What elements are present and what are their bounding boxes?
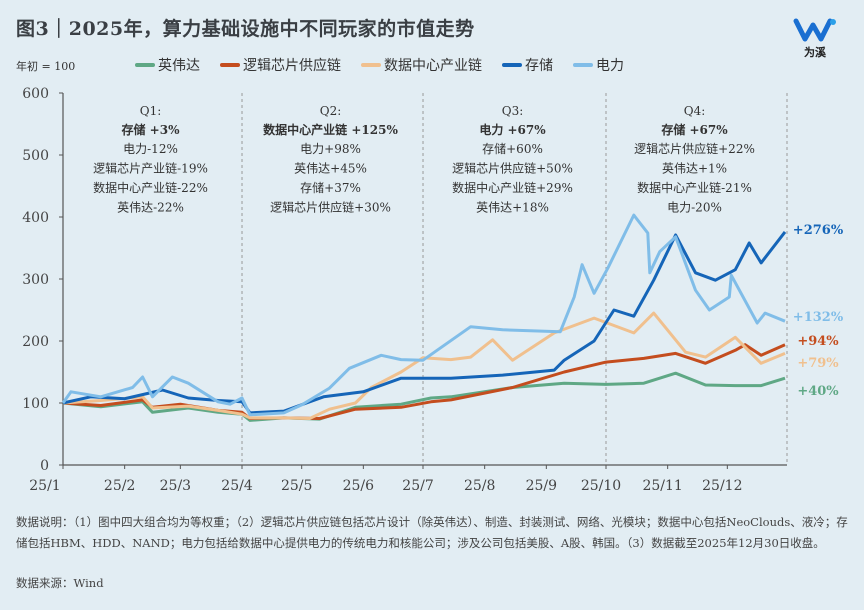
legend-label: 电力	[596, 58, 624, 74]
series-line-电力	[61, 213, 786, 417]
quarter-performance: 存储+37%	[300, 180, 361, 195]
y-tick-label: 0	[40, 458, 49, 474]
page-title: 图3｜2025年，算力基础设施中不同玩家的市值走势	[16, 18, 475, 40]
quarter-label: Q3:	[502, 104, 524, 118]
quarter-label: Q4:	[684, 104, 706, 118]
y-tick-label: 500	[22, 148, 49, 164]
legend-swatch	[573, 63, 593, 67]
data-source: 数据来源：Wind	[16, 576, 104, 590]
quarter-leader: 存储 +3%	[121, 122, 181, 137]
y-axis-label: 年初 = 100	[16, 60, 76, 73]
quarter-label: Q1:	[140, 104, 162, 118]
brand-logo: 为溪	[790, 18, 840, 60]
y-tick-label: 200	[22, 334, 49, 350]
x-tick-label: 25/1	[29, 478, 60, 494]
legend-swatch	[502, 63, 522, 67]
legend-label: 逻辑芯片供应链	[243, 58, 341, 74]
end-value-label: +94%	[797, 334, 839, 349]
legend-swatch	[220, 63, 240, 67]
quarter-performance: 电力-20%	[667, 201, 722, 215]
x-tick-label: 25/11	[642, 478, 682, 494]
quarter-performance: 逻辑芯片供应链+50%	[452, 161, 573, 176]
quarter-performance: 逻辑芯片供应链+22%	[634, 141, 755, 156]
quarter-performance: 逻辑芯片供应链+30%	[270, 200, 391, 215]
legend-swatch	[361, 63, 381, 67]
x-tick-label: 25/8	[464, 478, 495, 494]
logo-text: 为溪	[804, 46, 826, 59]
x-tick-label: 25/10	[581, 478, 621, 494]
legend-swatch	[135, 63, 155, 67]
quarter-performance: 英伟达+45%	[294, 162, 367, 176]
end-value-label: +79%	[797, 356, 839, 371]
x-tick-label: 25/12	[702, 478, 742, 494]
x-tick-label: 25/3	[160, 478, 191, 494]
end-value-label: +132%	[793, 310, 844, 325]
legend-item-nvidia: 英伟达	[135, 55, 200, 75]
legend-label: 存储	[525, 58, 553, 74]
legend-item-storage: 存储	[502, 55, 553, 75]
legend-item-datacenter: 数据中心产业链	[361, 55, 482, 75]
quarter-performance: 逻辑芯片产业链-19%	[93, 161, 208, 176]
legend: 英伟达 逻辑芯片供应链 数据中心产业链 存储 电力	[135, 55, 624, 75]
legend-label: 数据中心产业链	[384, 58, 482, 74]
x-tick-label: 25/6	[343, 478, 375, 494]
legend-item-power: 电力	[573, 55, 624, 75]
legend-item-logic-chip: 逻辑芯片供应链	[220, 55, 341, 75]
y-tick-label: 300	[22, 272, 49, 288]
x-tick-label: 25/7	[402, 478, 433, 494]
legend-label: 英伟达	[158, 58, 200, 74]
quarter-performance: 存储+60%	[482, 141, 543, 156]
quarter-performance: 英伟达+18%	[476, 201, 549, 215]
data-note: 数据说明：（1）图中四大组合均为等权重；（2）逻辑芯片供应链包括芯片设计（除英伟…	[16, 515, 848, 550]
series-line-英伟达	[62, 371, 786, 422]
end-value-label: +40%	[797, 384, 839, 399]
series-line-存储	[62, 230, 787, 415]
quarter-leader: 数据中心产业链 +125%	[263, 122, 398, 137]
quarter-leader: 电力 +67%	[479, 122, 546, 137]
quarter-performance: 电力+98%	[300, 142, 361, 156]
quarter-label: Q2:	[320, 104, 342, 118]
logo-w-icon	[793, 18, 836, 42]
quarter-leader: 存储 +67%	[660, 122, 728, 137]
x-tick-label: 25/2	[104, 478, 135, 494]
series-line-数据中心产业链	[62, 311, 786, 420]
x-tick-label: 25/9	[526, 478, 557, 494]
quarter-performance: 数据中心产业链-21%	[637, 180, 752, 195]
x-tick-label: 25/5	[281, 478, 312, 494]
quarter-performance: 数据中心产业链-22%	[93, 180, 208, 195]
quarter-performance: 英伟达+1%	[662, 162, 727, 176]
x-tick-label: 25/4	[221, 478, 253, 494]
quarter-performance: 英伟达-22%	[117, 201, 184, 215]
end-value-label: +276%	[793, 223, 844, 238]
quarter-performance: 电力-12%	[123, 142, 178, 156]
y-tick-label: 400	[22, 210, 49, 226]
y-tick-label: 600	[22, 86, 49, 102]
y-tick-label: 100	[22, 396, 49, 412]
quarter-performance: 数据中心产业链+29%	[452, 180, 573, 195]
series-line-逻辑芯片供应链	[62, 343, 786, 420]
